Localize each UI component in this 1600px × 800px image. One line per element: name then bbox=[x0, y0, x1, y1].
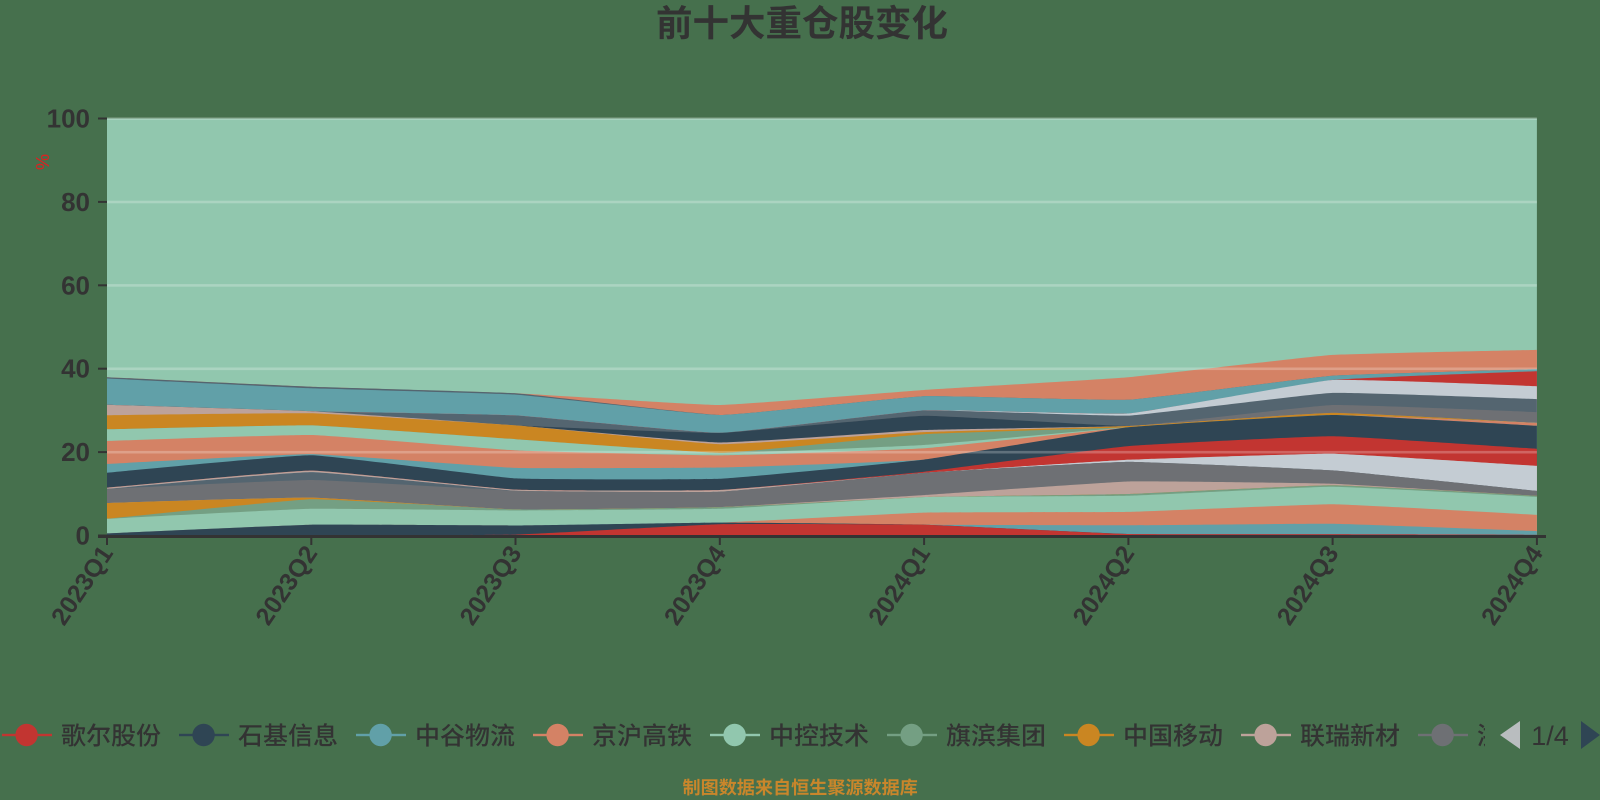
svg-text:80: 80 bbox=[61, 187, 90, 217]
svg-text:0: 0 bbox=[76, 521, 90, 551]
svg-text:20: 20 bbox=[61, 437, 90, 467]
svg-text:100: 100 bbox=[47, 104, 90, 134]
svg-text:1/4: 1/4 bbox=[1531, 721, 1569, 751]
svg-text:60: 60 bbox=[61, 270, 90, 300]
svg-text:40: 40 bbox=[61, 354, 90, 384]
svg-text:%: % bbox=[33, 154, 53, 170]
